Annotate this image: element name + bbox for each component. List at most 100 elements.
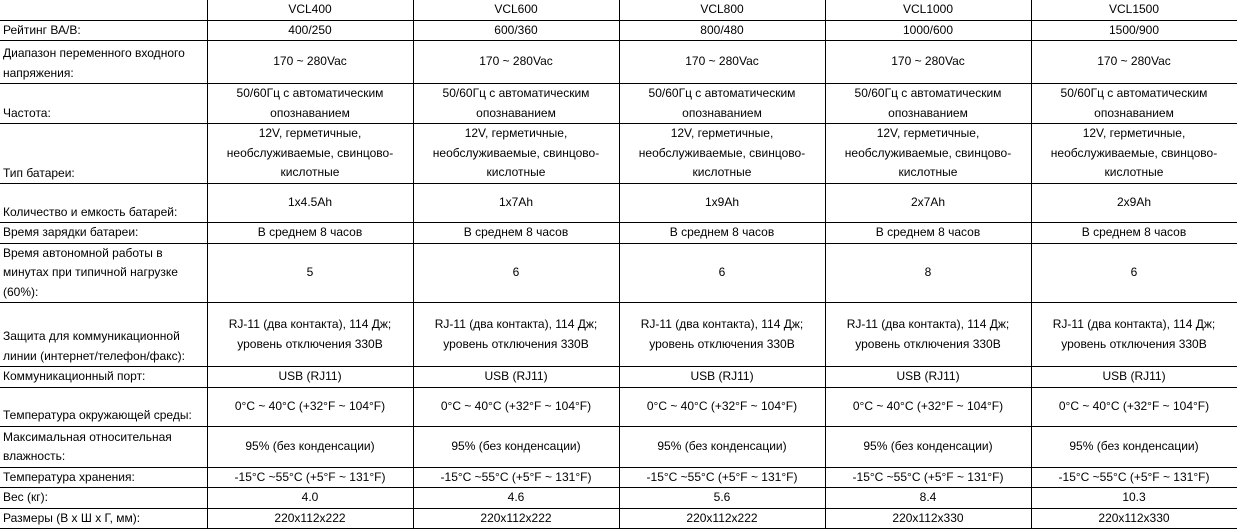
- row-label: Температура окружающей среды:: [0, 386, 208, 427]
- table-cell: RJ-11 (два контакта), 114 Дж; уровень от…: [412, 302, 620, 367]
- table-row: Температура хранения: -15°C ~55°C (+5°F ~…: [0, 466, 1237, 488]
- table-cell: 4.0: [206, 487, 414, 509]
- table-row: Время зарядки батареи: В среднем 8 часов В…: [0, 222, 1237, 244]
- table-cell: 0°C ~ 40°C (+32°F ~ 104°F): [412, 386, 620, 427]
- table-cell: 5.6: [618, 487, 826, 509]
- table-cell: 50/60Гц с автоматическим опознаванием: [206, 83, 414, 124]
- table-cell: RJ-11 (два контакта), 114 Дж; уровень от…: [206, 302, 414, 367]
- table-cell: 50/60Гц с автоматическим опознаванием: [412, 83, 620, 124]
- column-header: VCL600: [412, 0, 620, 21]
- table-row: Тип батареи: 12V, герметичные, необслужив…: [0, 123, 1237, 184]
- table-cell: -15°C ~55°C (+5°F ~ 131°F): [1030, 466, 1237, 488]
- table-cell: 2x7Ah: [824, 183, 1032, 223]
- table-cell: 95% (без конденсации): [206, 425, 414, 468]
- table-cell: 95% (без конденсации): [824, 425, 1032, 468]
- table-cell: В среднем 8 часов: [206, 222, 414, 244]
- table-cell: USB (RJ11): [1030, 366, 1237, 388]
- row-label: Максимальная относительная влажность:: [0, 425, 208, 468]
- table-cell: 220x112x330: [1030, 507, 1237, 529]
- table-cell: 95% (без конденсации): [412, 425, 620, 468]
- row-label: Время автономной работы в минутах при ти…: [0, 242, 208, 303]
- row-label: Вес (кг):: [0, 487, 208, 509]
- table-cell: -15°C ~55°C (+5°F ~ 131°F): [412, 466, 620, 488]
- table-cell: В среднем 8 часов: [824, 222, 1032, 244]
- table-cell: 2x9Ah: [1030, 183, 1237, 223]
- table-row: Температура окружающей среды: 0°C ~ 40°C …: [0, 386, 1237, 427]
- table-cell: 0°C ~ 40°C (+32°F ~ 104°F): [824, 386, 1032, 427]
- table-row: Время автономной работы в минутах при ти…: [0, 242, 1237, 303]
- row-label: Температура хранения:: [0, 466, 208, 488]
- header-row: VCL400 VCL600 VCL800 VCL1000 VCL1500: [0, 0, 1237, 21]
- row-label: Частота:: [0, 83, 208, 124]
- table-cell: USB (RJ11): [824, 366, 1032, 388]
- corner-cell: [0, 0, 208, 21]
- column-header: VCL400: [206, 0, 414, 21]
- row-label: Рейтинг ВА/В:: [0, 19, 208, 41]
- column-header: VCL800: [618, 0, 826, 21]
- table-cell: В среднем 8 часов: [1030, 222, 1237, 244]
- row-label: Количество и емкость батарей:: [0, 183, 208, 223]
- table-cell: 50/60Гц с автоматическим опознаванием: [618, 83, 826, 124]
- table-cell: 5: [206, 242, 414, 303]
- table-row: Частота: 50/60Гц с автоматическим опознав…: [0, 83, 1237, 124]
- table-cell: 6: [618, 242, 826, 303]
- table-cell: 220x112x222: [412, 507, 620, 529]
- table-cell: -15°C ~55°C (+5°F ~ 131°F): [618, 466, 826, 488]
- table-cell: 220x112x222: [206, 507, 414, 529]
- table-cell: 220x112x330: [824, 507, 1032, 529]
- table-cell: 0°C ~ 40°C (+32°F ~ 104°F): [618, 386, 826, 427]
- table-cell: 220x112x222: [618, 507, 826, 529]
- table-cell: 50/60Гц с автоматическим опознаванием: [1030, 83, 1237, 124]
- table-cell: 170 ~ 280Vac: [1030, 40, 1237, 84]
- table-cell: 8.4: [824, 487, 1032, 509]
- row-label: Время зарядки батареи:: [0, 222, 208, 244]
- table-row: Максимальная относительная влажность: 95%…: [0, 425, 1237, 468]
- column-header: VCL1500: [1030, 0, 1237, 21]
- table-cell: 0°C ~ 40°C (+32°F ~ 104°F): [1030, 386, 1237, 427]
- table-cell: 1x9Ah: [618, 183, 826, 223]
- table-cell: 170 ~ 280Vac: [618, 40, 826, 84]
- table-cell: 95% (без конденсации): [1030, 425, 1237, 468]
- table-cell: USB (RJ11): [618, 366, 826, 388]
- table-cell: 400/250: [206, 19, 414, 41]
- table-cell: В среднем 8 часов: [412, 222, 620, 244]
- table-cell: 4.6: [412, 487, 620, 509]
- table-cell: 1000/600: [824, 19, 1032, 41]
- table-cell: USB (RJ11): [412, 366, 620, 388]
- table-cell: 50/60Гц с автоматическим опознаванием: [824, 83, 1032, 124]
- table-cell: 12V, герметичные, необслуживаемые, свинц…: [206, 123, 414, 184]
- table-cell: 170 ~ 280Vac: [824, 40, 1032, 84]
- table-cell: 10.3: [1030, 487, 1237, 509]
- table-cell: RJ-11 (два контакта), 114 Дж; уровень от…: [1030, 302, 1237, 367]
- table-cell: 600/360: [412, 19, 620, 41]
- row-label: Диапазон переменного входного напряжения…: [0, 40, 208, 84]
- table-cell: USB (RJ11): [206, 366, 414, 388]
- table-row: Количество и емкость батарей: 1x4.5Ah 1x7A…: [0, 183, 1237, 223]
- table-row: Размеры (В x Ш x Г, мм): 220x112x222 220x1…: [0, 507, 1237, 529]
- table-cell: 12V, герметичные, необслуживаемые, свинц…: [824, 123, 1032, 184]
- table-cell: 1x4.5Ah: [206, 183, 414, 223]
- row-label: Тип батареи:: [0, 123, 208, 184]
- row-label: Коммуникационный порт:: [0, 366, 208, 388]
- table-cell: 12V, герметичные, необслуживаемые, свинц…: [1030, 123, 1237, 184]
- table-cell: 12V, герметичные, необслуживаемые, свинц…: [618, 123, 826, 184]
- table-cell: RJ-11 (два контакта), 114 Дж; уровень от…: [618, 302, 826, 367]
- table-cell: 6: [412, 242, 620, 303]
- table-cell: RJ-11 (два контакта), 114 Дж; уровень от…: [824, 302, 1032, 367]
- table-row: Коммуникационный порт: USB (RJ11) USB (RJ1…: [0, 366, 1237, 388]
- table-row: Вес (кг): 4.0 4.6 5.6 8.4 10.3: [0, 487, 1237, 509]
- table-cell: 8: [824, 242, 1032, 303]
- table-row: Диапазон переменного входного напряжения…: [0, 40, 1237, 84]
- table-cell: 170 ~ 280Vac: [206, 40, 414, 84]
- table-cell: В среднем 8 часов: [618, 222, 826, 244]
- row-label: Размеры (В x Ш x Г, мм):: [0, 507, 208, 529]
- table-cell: 1500/900: [1030, 19, 1237, 41]
- table-row: Защита для коммуникационной линии (интер…: [0, 302, 1237, 367]
- table-cell: 6: [1030, 242, 1237, 303]
- table-cell: -15°C ~55°C (+5°F ~ 131°F): [206, 466, 414, 488]
- table-cell: -15°C ~55°C (+5°F ~ 131°F): [824, 466, 1032, 488]
- table-cell: 1x7Ah: [412, 183, 620, 223]
- table-cell: 170 ~ 280Vac: [412, 40, 620, 84]
- row-label: Защита для коммуникационной линии (интер…: [0, 302, 208, 367]
